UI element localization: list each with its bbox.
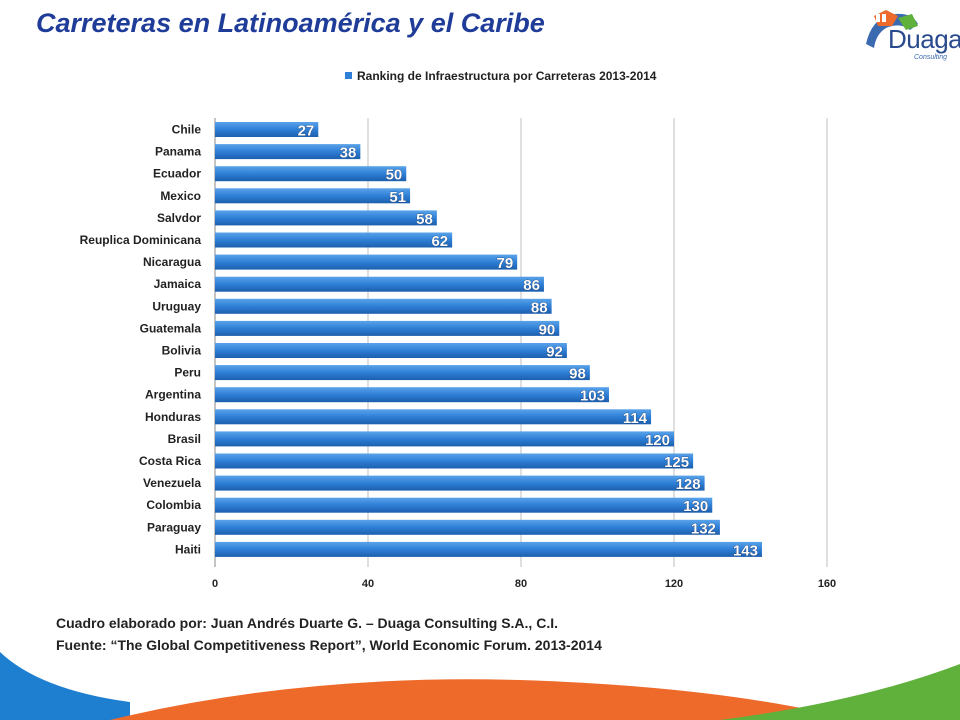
footer-wave-green xyxy=(720,664,960,720)
data-label: 120 xyxy=(645,432,670,449)
footer-wave-blue xyxy=(0,652,130,720)
category-label: Brasil xyxy=(168,432,201,446)
category-label: Argentina xyxy=(145,388,201,402)
legend-label: Ranking de Infraestructura por Carretera… xyxy=(357,69,657,83)
bar xyxy=(215,298,552,314)
category-label: Peru xyxy=(174,366,201,380)
legend-swatch xyxy=(345,72,352,79)
category-label: Nicaragua xyxy=(143,255,201,269)
bar xyxy=(215,276,544,292)
category-label: Ecuador xyxy=(153,167,201,181)
category-label: Honduras xyxy=(145,410,201,424)
data-label: 62 xyxy=(431,233,448,250)
data-label: 143 xyxy=(733,542,758,559)
data-label: 125 xyxy=(664,454,689,471)
data-label: 128 xyxy=(676,476,701,493)
bar xyxy=(215,166,407,182)
bar xyxy=(215,365,590,381)
data-label: 51 xyxy=(389,189,406,206)
author-note: Cuadro elaborado por: Juan Andrés Duarte… xyxy=(56,615,558,631)
category-label: Chile xyxy=(172,123,202,137)
x-tick-label: 160 xyxy=(818,578,836,590)
category-label: Paraguay xyxy=(147,520,201,534)
x-tick-label: 80 xyxy=(515,578,527,590)
footer-wave-orange xyxy=(110,679,820,720)
bar xyxy=(215,343,567,358)
data-label: 132 xyxy=(691,520,716,537)
bar xyxy=(215,144,361,160)
category-label: Colombia xyxy=(146,498,201,512)
bar xyxy=(215,475,705,491)
category-label: Panama xyxy=(155,145,201,159)
bar xyxy=(215,409,652,425)
data-label: 58 xyxy=(416,211,433,228)
x-tick-label: 40 xyxy=(362,578,374,590)
data-label: 103 xyxy=(580,388,605,405)
bar xyxy=(215,541,762,557)
bar xyxy=(215,431,674,447)
duaga-logo: Duaga Consulting xyxy=(852,4,960,72)
bar xyxy=(215,210,437,226)
bar xyxy=(215,519,720,535)
footer-wave xyxy=(0,652,960,720)
bar xyxy=(215,254,518,270)
category-label: Mexico xyxy=(160,189,201,203)
category-label: Uruguay xyxy=(152,299,201,313)
category-label: Jamaica xyxy=(154,277,202,291)
bar-chart: Ranking de Infraestructura por Carretera… xyxy=(80,69,837,590)
bar xyxy=(215,320,560,336)
bar xyxy=(215,188,411,204)
logo-text: Duaga xyxy=(888,24,960,54)
bar xyxy=(215,497,713,513)
data-label: 130 xyxy=(683,498,708,515)
page-title: Carreteras en Latinoamérica y el Caribe xyxy=(36,8,545,38)
data-label: 88 xyxy=(531,299,548,316)
data-label: 27 xyxy=(298,123,315,140)
category-label: Costa Rica xyxy=(139,454,201,468)
bar xyxy=(215,232,453,248)
x-tick-label: 120 xyxy=(665,578,683,590)
data-label: 114 xyxy=(623,410,648,427)
bar xyxy=(215,453,694,469)
data-label: 38 xyxy=(340,145,357,162)
category-label: Bolivia xyxy=(162,344,202,358)
data-label: 98 xyxy=(569,366,586,383)
category-label: Reuplica Dominicana xyxy=(80,233,202,247)
data-label: 79 xyxy=(496,255,513,272)
bar xyxy=(215,122,319,137)
logo-mark-icon xyxy=(866,10,918,48)
data-label: 86 xyxy=(523,277,540,294)
data-label: 90 xyxy=(539,321,556,338)
bar xyxy=(215,387,609,403)
source-note: Fuente: “The Global Competitiveness Repo… xyxy=(56,637,602,653)
data-label: 50 xyxy=(386,167,403,184)
logo-subtitle: Consulting xyxy=(914,54,948,61)
category-label: Haiti xyxy=(175,542,201,556)
data-label: 92 xyxy=(546,344,563,361)
category-label: Guatemala xyxy=(140,321,202,335)
category-label: Salvdor xyxy=(157,211,201,225)
category-label: Venezuela xyxy=(143,476,201,490)
x-tick-label: 0 xyxy=(212,578,218,590)
